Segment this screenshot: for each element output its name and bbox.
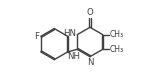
Text: CH₃: CH₃	[109, 45, 124, 54]
Text: CH₃: CH₃	[109, 30, 124, 39]
Text: O: O	[87, 8, 93, 17]
Text: N: N	[87, 58, 93, 67]
Text: NH: NH	[67, 52, 80, 61]
Text: F: F	[34, 32, 39, 41]
Text: HN: HN	[63, 29, 76, 38]
